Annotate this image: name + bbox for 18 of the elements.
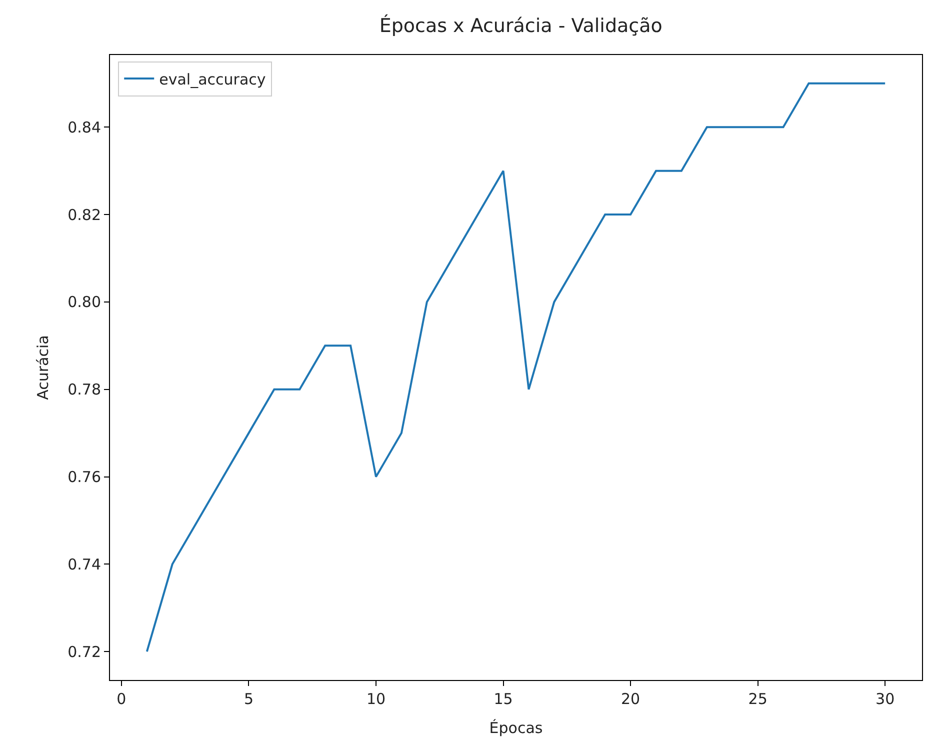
- y-tick-label: 0.80: [68, 293, 101, 312]
- y-tick-label: 0.84: [68, 118, 101, 136]
- chart-title: Épocas x Acurácia - Validação: [379, 14, 662, 38]
- x-tick-label: 20: [621, 690, 640, 708]
- y-tick-label: 0.78: [68, 380, 101, 399]
- legend-label: eval_accuracy: [159, 70, 266, 88]
- y-tick-label: 0.74: [68, 555, 101, 574]
- y-tick-label: 0.76: [68, 468, 101, 486]
- x-tick-label: 15: [494, 690, 513, 708]
- x-tick-label: 10: [366, 690, 386, 708]
- x-tick-label: 0: [116, 690, 126, 708]
- x-tick-label: 30: [876, 690, 895, 708]
- y-tick-label: 0.82: [68, 206, 101, 224]
- x-tick-label: 5: [244, 690, 254, 708]
- y-axis-title: Acurácia: [34, 335, 52, 400]
- y-tick-label: 0.72: [68, 642, 101, 661]
- x-tick-label: 25: [748, 690, 768, 708]
- x-axis-title: Épocas: [489, 719, 543, 737]
